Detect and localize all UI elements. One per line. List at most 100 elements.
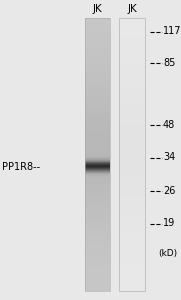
Bar — [85, 285, 110, 286]
Bar — [119, 277, 145, 278]
Bar — [85, 190, 110, 191]
Bar — [119, 118, 145, 119]
Bar — [119, 280, 145, 281]
Bar — [119, 229, 145, 230]
Bar — [119, 245, 145, 246]
Bar — [85, 35, 110, 36]
Bar — [119, 258, 145, 259]
Bar — [119, 39, 145, 40]
Bar — [119, 24, 145, 25]
Bar — [119, 187, 145, 188]
Bar — [119, 80, 145, 81]
Bar — [85, 29, 110, 30]
Bar — [85, 159, 110, 160]
Bar — [119, 125, 145, 126]
Bar — [119, 106, 145, 107]
Bar — [119, 126, 145, 127]
Bar — [119, 244, 145, 245]
Bar — [119, 233, 145, 234]
Bar — [85, 22, 110, 23]
Bar — [119, 121, 145, 122]
Bar — [85, 268, 110, 269]
Bar — [85, 136, 110, 137]
Bar — [85, 266, 110, 267]
Bar — [85, 263, 110, 264]
Bar — [119, 276, 145, 277]
Bar — [85, 270, 110, 271]
Bar — [85, 97, 110, 98]
Bar — [119, 31, 145, 32]
Bar — [85, 28, 110, 29]
Bar — [85, 173, 110, 174]
Bar — [85, 18, 110, 291]
Bar — [85, 26, 110, 27]
Bar — [119, 29, 145, 30]
Bar — [85, 155, 110, 156]
Bar — [85, 139, 110, 140]
Bar — [85, 271, 110, 272]
Bar — [119, 36, 145, 37]
Bar — [119, 89, 145, 90]
Bar — [85, 39, 110, 40]
Bar — [119, 264, 145, 265]
Bar — [119, 133, 145, 134]
Bar — [119, 208, 145, 209]
Bar — [85, 46, 110, 47]
Bar — [85, 221, 110, 222]
Bar — [85, 78, 110, 79]
Bar — [119, 69, 145, 70]
Bar — [119, 287, 145, 288]
Bar — [85, 202, 110, 203]
Bar — [119, 203, 145, 204]
Bar — [85, 188, 110, 189]
Bar — [85, 34, 110, 35]
Bar — [85, 187, 110, 188]
Bar — [85, 85, 110, 86]
Bar — [119, 42, 145, 43]
Bar — [85, 281, 110, 282]
Bar — [119, 40, 145, 41]
Bar — [85, 27, 110, 28]
Bar — [85, 53, 110, 54]
Bar — [119, 210, 145, 211]
Bar — [119, 150, 145, 151]
Bar — [119, 279, 145, 280]
Bar — [119, 275, 145, 276]
Bar — [119, 136, 145, 137]
Bar — [85, 98, 110, 99]
Bar — [85, 76, 110, 77]
Bar — [119, 179, 145, 180]
Bar — [85, 41, 110, 42]
Bar — [85, 135, 110, 136]
Bar — [85, 283, 110, 284]
Bar — [85, 150, 110, 151]
Bar — [119, 219, 145, 220]
Bar — [85, 105, 110, 106]
Bar — [119, 286, 145, 287]
Bar — [85, 93, 110, 94]
Bar — [85, 243, 110, 244]
Bar — [119, 261, 145, 262]
Bar — [119, 23, 145, 24]
Bar — [85, 238, 110, 239]
Bar — [85, 31, 110, 32]
Bar — [119, 53, 145, 54]
Bar — [85, 157, 110, 158]
Bar — [85, 168, 110, 169]
Bar — [119, 186, 145, 187]
Bar — [119, 109, 145, 110]
Bar — [119, 201, 145, 202]
Bar — [119, 206, 145, 207]
Bar — [119, 41, 145, 42]
Bar — [119, 190, 145, 191]
Bar — [85, 167, 110, 168]
Bar — [119, 146, 145, 147]
Bar — [85, 248, 110, 249]
Bar — [85, 152, 110, 153]
Bar — [119, 123, 145, 124]
Bar — [119, 271, 145, 272]
Bar — [119, 48, 145, 49]
Bar — [85, 213, 110, 214]
Bar — [119, 214, 145, 215]
Bar — [119, 152, 145, 153]
